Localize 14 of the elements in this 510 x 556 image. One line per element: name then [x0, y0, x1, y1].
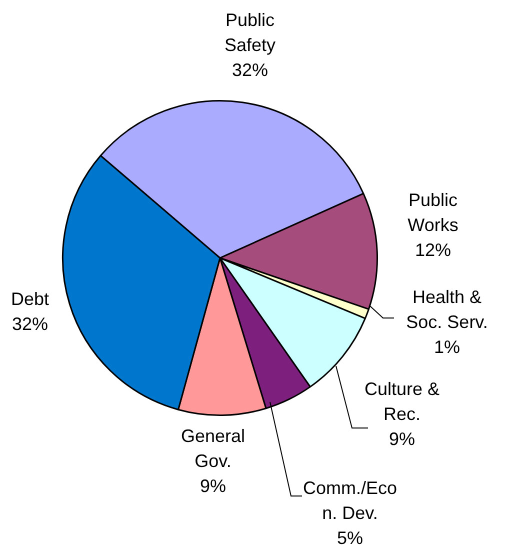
slice-label: Comm./Econ. Dev.: [302, 478, 398, 523]
data-label: 5%: [336, 528, 364, 548]
slice-label: Culture & Rec.: [364, 378, 440, 424]
data-label: 9%: [388, 428, 416, 449]
data-label: 1%: [434, 336, 460, 357]
slice-label: Debt: [10, 288, 50, 309]
slice-label: General Gov.: [180, 426, 246, 471]
data-label: 32%: [232, 60, 268, 80]
slice-label: Public Safety: [224, 10, 276, 55]
data-label: 9%: [200, 476, 226, 496]
data-label: 12%: [414, 240, 452, 260]
data-label: 32%: [12, 314, 48, 334]
slice-label: Health & Soc. Serv.: [406, 286, 488, 332]
slice-label: Public Works: [408, 190, 458, 235]
